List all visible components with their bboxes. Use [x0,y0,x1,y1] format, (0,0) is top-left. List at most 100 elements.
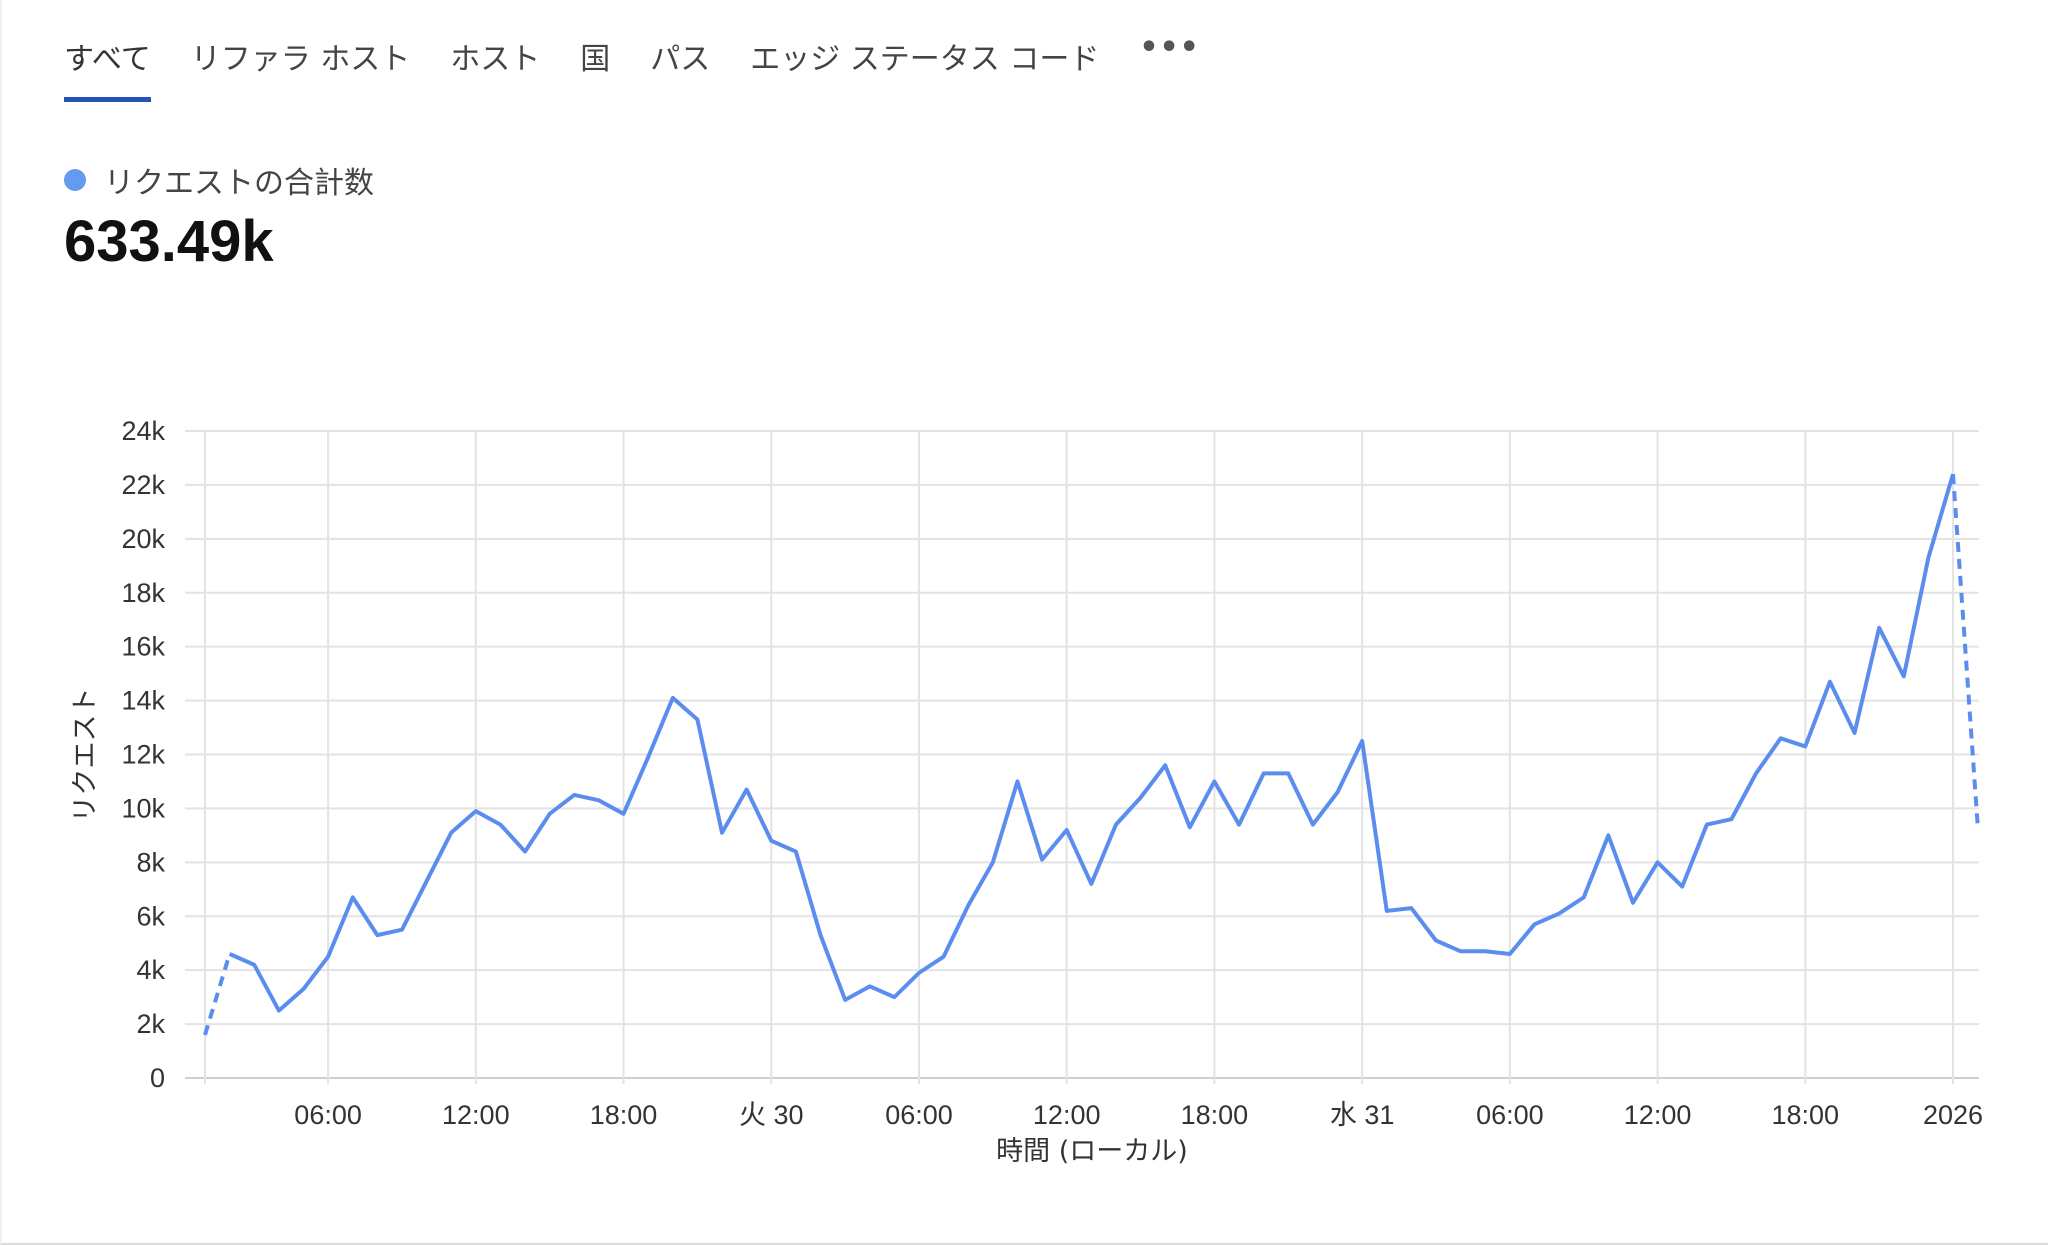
data-point [1458,948,1464,954]
tab-all[interactable]: すべて [64,34,151,102]
data-point [768,838,774,844]
data-point [1039,857,1045,863]
data-point [1950,471,1956,477]
x-axis-title: 時間 (ローカル) [996,1136,1188,1167]
legend-dot-icon [64,169,86,191]
data-point [300,986,306,992]
y-tick-label: 14k [121,686,165,716]
x-tick-label: 18:00 [1772,1100,1840,1130]
data-point [1236,822,1242,828]
data-point [1335,789,1341,795]
data-point [1630,900,1636,906]
tab-country[interactable]: 国 [580,42,611,77]
data-point [1728,816,1734,822]
x-tick-label: 18:00 [590,1100,658,1130]
data-point [399,927,405,933]
x-tick-label: 12:00 [1624,1100,1692,1130]
data-point [744,787,750,793]
data-point [1384,908,1390,914]
data-point [965,902,971,908]
data-point [818,932,824,938]
data-point [1261,770,1267,776]
data-point [1704,822,1710,828]
data-point [1211,778,1217,784]
data-point [1605,832,1611,838]
data-point [227,951,233,957]
data-point [1679,884,1685,890]
x-tick-label: 12:00 [1033,1100,1101,1130]
x-tick-label: 06:00 [885,1100,953,1130]
y-tick-label: 4k [136,955,165,985]
data-point [473,808,479,814]
data-point [694,716,700,722]
data-point [1187,824,1193,830]
y-tick-label: 12k [121,740,165,770]
data-point [522,849,528,855]
x-tick-label: 12:00 [442,1100,510,1130]
legend: リクエストの合計数 [64,158,374,202]
data-point [1359,738,1365,744]
data-point [1925,555,1931,561]
y-tick-label: 0 [150,1063,165,1093]
data-point [1285,770,1291,776]
tab-edge-status-code[interactable]: エッジ ステータス コード [750,42,1100,77]
data-point [1753,770,1759,776]
x-tick-label: 06:00 [294,1100,362,1130]
y-tick-label: 22k [121,470,165,500]
series-line [228,473,1955,1013]
data-point [1778,735,1784,741]
series-line-partial-end [1951,473,1980,825]
data-point [719,830,725,836]
data-point [202,1032,208,1038]
data-point [990,859,996,865]
data-point [1507,951,1513,957]
data-point [1433,938,1439,944]
data-point [1408,905,1414,911]
data-point [1827,679,1833,685]
data-point [941,954,947,960]
data-point [793,849,799,855]
data-point [1113,822,1119,828]
data-point [374,932,380,938]
tab-path[interactable]: パス [650,42,711,77]
y-tick-label: 6k [136,901,165,931]
data-point [842,997,848,1003]
data-point [1310,822,1316,828]
data-point [1655,859,1661,865]
x-tick-label: 18:00 [1181,1100,1249,1130]
x-tick-label: 06:00 [1476,1100,1544,1130]
y-tick-label: 18k [121,578,165,608]
x-tick-label: 2026 [1923,1100,1983,1130]
more-tabs-icon[interactable]: ••• [1139,30,1200,65]
data-point [497,822,503,828]
data-point [276,1008,282,1014]
x-tick-label: 水 31 [1330,1100,1395,1130]
data-point [867,983,873,989]
y-tick-label: 10k [121,793,165,823]
data-point [596,797,602,803]
data-point [1482,948,1488,954]
y-axis-ticks: 0 2k 4k 6k 8k 10k 12k 14k 16k 18k 20k 22k 24k [121,416,165,1093]
grid [185,430,1979,1084]
data-point [325,954,331,960]
data-point [1975,822,1981,828]
x-tick-label: 火 30 [739,1100,804,1130]
series-requests [202,471,1981,1038]
total-requests-value: 633.49k [64,209,274,274]
data-point [1162,762,1168,768]
series-line-partial-start [203,953,232,1036]
data-point [621,811,627,817]
tab-host[interactable]: ホスト [450,42,541,77]
data-point [1901,673,1907,679]
data-point [350,894,356,900]
data-point [251,962,257,968]
data-point [571,792,577,798]
y-tick-label: 16k [121,632,165,662]
y-tick-label: 24k [121,416,165,446]
data-point [1876,625,1882,631]
tab-referrer-host[interactable]: リファラ ホスト [190,42,411,77]
data-point [1064,827,1070,833]
y-tick-label: 20k [121,524,165,554]
